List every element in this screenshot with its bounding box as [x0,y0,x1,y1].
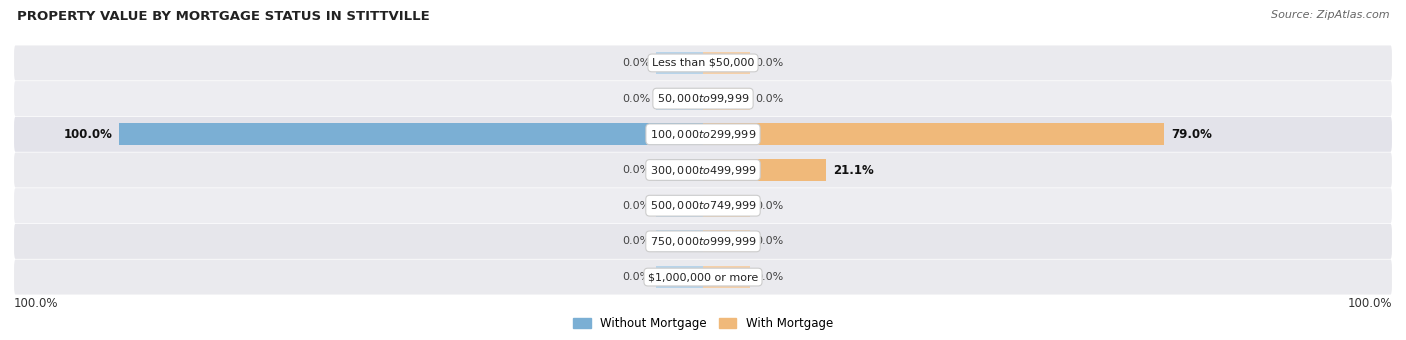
FancyBboxPatch shape [14,259,1392,294]
Bar [703,194,749,217]
Bar [703,52,749,74]
Text: Source: ZipAtlas.com: Source: ZipAtlas.com [1271,10,1389,20]
Text: Less than $50,000: Less than $50,000 [652,58,754,68]
Text: 0.0%: 0.0% [623,236,651,246]
Bar [703,88,749,110]
Legend: Without Mortgage, With Mortgage: Without Mortgage, With Mortgage [568,312,838,335]
FancyBboxPatch shape [14,117,1392,152]
Text: 0.0%: 0.0% [755,236,783,246]
Bar [703,159,827,181]
Bar [657,159,703,181]
Text: 0.0%: 0.0% [755,201,783,211]
Text: 21.1%: 21.1% [834,164,875,176]
Text: 0.0%: 0.0% [755,58,783,68]
Text: 0.0%: 0.0% [755,272,783,282]
Text: 0.0%: 0.0% [623,58,651,68]
Bar [657,230,703,252]
Text: 100.0%: 100.0% [63,128,112,141]
FancyBboxPatch shape [14,46,1392,81]
Bar [703,230,749,252]
Text: 100.0%: 100.0% [14,297,59,310]
Text: $300,000 to $499,999: $300,000 to $499,999 [650,164,756,176]
Text: $500,000 to $749,999: $500,000 to $749,999 [650,199,756,212]
Bar [703,266,749,288]
Text: 0.0%: 0.0% [623,165,651,175]
Text: 79.0%: 79.0% [1171,128,1212,141]
Bar [120,123,703,146]
Text: 0.0%: 0.0% [623,94,651,104]
Text: PROPERTY VALUE BY MORTGAGE STATUS IN STITTVILLE: PROPERTY VALUE BY MORTGAGE STATUS IN STI… [17,10,430,23]
Bar [657,88,703,110]
Text: 0.0%: 0.0% [623,272,651,282]
Text: $750,000 to $999,999: $750,000 to $999,999 [650,235,756,248]
Bar [703,123,1164,146]
FancyBboxPatch shape [14,81,1392,116]
Bar [657,52,703,74]
FancyBboxPatch shape [14,188,1392,223]
Text: 100.0%: 100.0% [1347,297,1392,310]
Text: $1,000,000 or more: $1,000,000 or more [648,272,758,282]
Text: 0.0%: 0.0% [623,201,651,211]
Bar [657,194,703,217]
Text: $50,000 to $99,999: $50,000 to $99,999 [657,92,749,105]
FancyBboxPatch shape [14,153,1392,187]
FancyBboxPatch shape [14,224,1392,259]
Text: 0.0%: 0.0% [755,94,783,104]
Bar [657,266,703,288]
Text: $100,000 to $299,999: $100,000 to $299,999 [650,128,756,141]
